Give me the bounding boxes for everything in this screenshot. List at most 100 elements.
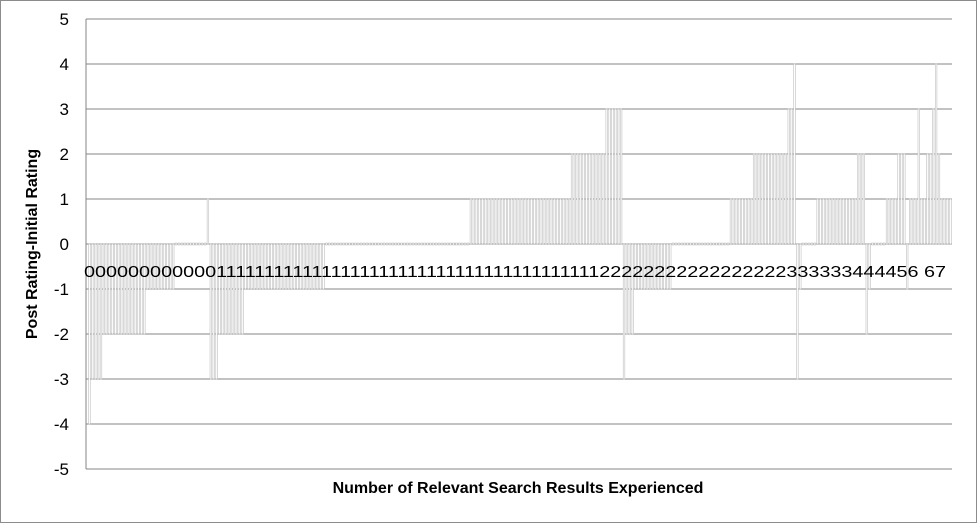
bar	[264, 243, 267, 290]
bar	[279, 243, 282, 290]
bar	[790, 108, 793, 245]
bar	[602, 153, 605, 245]
bar	[313, 243, 316, 290]
bar	[284, 243, 288, 290]
bar	[94, 243, 97, 380]
bar	[758, 153, 761, 245]
bar	[371, 242, 374, 246]
bar	[166, 243, 169, 290]
bar	[487, 198, 490, 245]
bar	[215, 243, 218, 380]
bar	[206, 198, 210, 245]
bar	[310, 243, 314, 290]
bar	[530, 198, 533, 245]
bar	[475, 198, 478, 245]
bar	[654, 243, 657, 290]
bar	[897, 153, 900, 245]
bar	[172, 243, 175, 290]
bar	[628, 243, 631, 335]
bar	[920, 198, 923, 245]
bar	[420, 242, 423, 246]
bar	[874, 242, 877, 246]
bar	[154, 243, 158, 290]
bar	[409, 242, 412, 246]
bar	[348, 242, 351, 246]
y-axis-title: Post Rating-Initial Rating	[24, 149, 41, 339]
bar	[432, 242, 435, 246]
bar	[299, 243, 302, 290]
bar	[267, 243, 270, 290]
bar	[833, 198, 837, 245]
bar-series	[88, 63, 952, 425]
bar	[143, 243, 146, 335]
bar	[822, 198, 825, 245]
bar	[726, 242, 730, 246]
bar	[796, 243, 799, 380]
bar	[359, 242, 363, 246]
bar	[146, 243, 149, 290]
bar	[437, 242, 441, 246]
bar	[120, 243, 123, 335]
bar	[293, 243, 296, 290]
bar	[747, 198, 750, 245]
bar	[533, 198, 536, 245]
bar	[469, 198, 472, 245]
bar	[880, 242, 883, 246]
bar	[949, 198, 952, 245]
bar	[325, 242, 328, 246]
bar	[859, 153, 863, 245]
bar	[770, 153, 773, 245]
bar	[302, 243, 305, 290]
bar	[137, 243, 140, 335]
bar	[660, 243, 663, 290]
bar	[614, 108, 617, 245]
bar	[504, 198, 507, 245]
bar	[935, 63, 938, 245]
bar	[813, 242, 816, 246]
bar	[247, 243, 250, 290]
bar	[891, 198, 894, 245]
bar	[611, 108, 614, 245]
bar	[490, 198, 493, 245]
bar	[923, 198, 926, 245]
bar	[709, 242, 712, 246]
bar	[911, 198, 915, 245]
bar	[825, 198, 828, 245]
bar	[940, 198, 943, 245]
bar	[235, 243, 238, 335]
bar	[877, 242, 880, 246]
bar	[937, 153, 941, 245]
gridlines	[86, 18, 952, 470]
bar	[521, 198, 524, 245]
bar	[466, 242, 470, 246]
bar	[724, 242, 727, 246]
bar	[365, 242, 368, 246]
bar	[423, 242, 426, 246]
y-tick-label: -3	[54, 370, 69, 389]
bar	[625, 243, 629, 335]
bar	[287, 243, 290, 290]
bar	[695, 242, 698, 246]
bar	[620, 108, 623, 245]
bar	[570, 153, 574, 245]
bar	[394, 242, 397, 246]
bar	[336, 242, 340, 246]
bar	[810, 242, 813, 246]
bar	[926, 153, 929, 245]
bar	[550, 198, 553, 245]
bar	[856, 153, 860, 245]
bar	[914, 198, 917, 245]
bar	[773, 153, 776, 245]
bar	[784, 153, 787, 245]
bar	[342, 242, 345, 246]
bar	[781, 153, 785, 245]
bar	[579, 153, 582, 245]
bar	[443, 242, 446, 246]
y-tick-label: 2	[60, 145, 69, 164]
bar	[542, 198, 545, 245]
bar	[712, 242, 715, 246]
bar	[463, 242, 467, 246]
bar	[114, 243, 117, 335]
bar	[741, 198, 744, 245]
